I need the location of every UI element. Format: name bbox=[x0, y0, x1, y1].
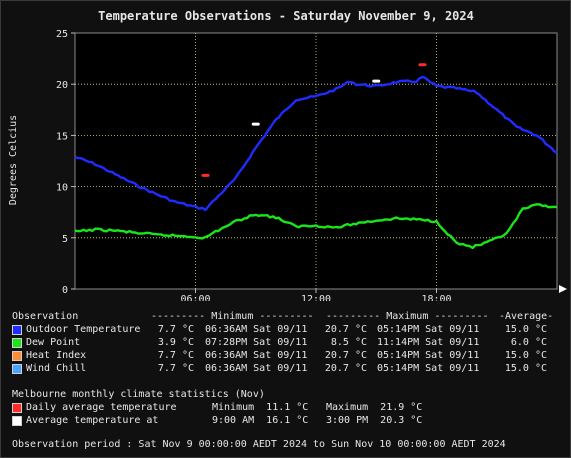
stat-min-value: 3.9 °C bbox=[157, 337, 194, 348]
legend-swatch bbox=[12, 338, 22, 348]
x-tick-label: 18:00 bbox=[421, 294, 451, 301]
header-observation: Observation bbox=[12, 311, 79, 322]
stat-max-value: 20.7 °C bbox=[324, 324, 367, 335]
climate-label: Daily average temperature bbox=[26, 402, 177, 413]
observation-period: Observation period : Sat Nov 9 00:00:00 … bbox=[12, 439, 506, 450]
temperature-chart: Temperature Observations - Saturday Nove… bbox=[8, 9, 567, 301]
y-axis-ticks: 0 5 10 15 20 25 bbox=[56, 29, 75, 296]
plot-area bbox=[74, 32, 558, 290]
legend-swatch bbox=[12, 325, 22, 335]
climate-markers bbox=[201, 63, 427, 177]
series-line-0 bbox=[74, 75, 558, 212]
climate-swatch bbox=[12, 403, 22, 413]
stat-label: Wind Chill bbox=[26, 363, 87, 374]
stat-average: 15.0 °C bbox=[504, 363, 547, 374]
legend-swatch bbox=[12, 364, 22, 374]
stat-label: Heat Index bbox=[26, 350, 87, 361]
climate-marker-3 bbox=[372, 79, 381, 83]
header-maximum: --------- Maximum --------- bbox=[326, 311, 489, 322]
legend-swatch bbox=[12, 351, 22, 361]
stat-min-time: 06:36AM Sat 09/11 bbox=[205, 324, 308, 335]
stat-average: 6.0 °C bbox=[510, 337, 547, 348]
chart-title: Temperature Observations - Saturday Nove… bbox=[98, 9, 474, 23]
stat-max-value: 8.5 °C bbox=[330, 337, 367, 348]
stats-row: Wind Chill 7.7 °C 06:36AM Sat 09/11 20.7 °C… bbox=[1, 362, 570, 375]
header-minimum: --------- Minimum --------- bbox=[151, 311, 314, 322]
stat-min-value: 7.7 °C bbox=[157, 324, 194, 335]
grid-lines bbox=[75, 33, 557, 289]
climate-minimum: 9:00 AM 16.1 °C bbox=[212, 415, 309, 426]
climate-stats: Melbourne monthly climate statistics (No… bbox=[1, 388, 570, 428]
climate-row: Daily average temperature Minimum 11.1 °C… bbox=[1, 401, 570, 414]
stat-min-value: 7.7 °C bbox=[157, 350, 194, 361]
y-tick-label: 20 bbox=[56, 80, 68, 91]
stats-header: Observation --------- Minimum --------- … bbox=[1, 310, 570, 323]
climate-marker-2 bbox=[251, 122, 260, 126]
stat-min-value: 7.7 °C bbox=[157, 363, 194, 374]
x-axis-arrow-icon bbox=[559, 285, 567, 293]
climate-row: Average temperature at 9:00 AM 16.1 °C 3:0… bbox=[1, 414, 570, 427]
stat-max-value: 20.7 °C bbox=[324, 363, 367, 374]
stats-row: Dew Point 3.9 °C 07:28PM Sat 09/11 8.5 °C 11… bbox=[1, 336, 570, 349]
stat-min-time: 07:28PM Sat 09/11 bbox=[205, 337, 308, 348]
stat-average: 15.0 °C bbox=[504, 350, 547, 361]
y-tick-label: 0 bbox=[62, 285, 68, 296]
header-average: -Average- bbox=[499, 311, 554, 322]
climate-maximum: 3:00 PM 20.3 °C bbox=[326, 415, 423, 426]
climate-maximum: Maximum 21.9 °C bbox=[326, 402, 423, 413]
x-axis-ticks: 06:00 12:00 18:00 bbox=[180, 289, 452, 301]
series-lines bbox=[74, 75, 558, 250]
stat-max-time: 05:14PM Sat 09/11 bbox=[377, 350, 480, 361]
y-tick-label: 25 bbox=[56, 29, 68, 40]
series-line-1 bbox=[74, 203, 558, 250]
climate-minimum: Minimum 11.1 °C bbox=[212, 402, 309, 413]
y-axis-label: Degrees Celcius bbox=[8, 115, 19, 205]
climate-label: Average temperature at bbox=[26, 415, 159, 426]
climate-marker-0 bbox=[201, 173, 210, 177]
climate-swatch bbox=[12, 416, 22, 426]
climate-marker-1 bbox=[418, 63, 427, 67]
stats-row: Outdoor Temperature 7.7 °C 06:36AM Sat 09/… bbox=[1, 323, 570, 336]
stat-max-time: 05:14PM Sat 09/11 bbox=[377, 363, 480, 374]
climate-title: Melbourne monthly climate statistics (No… bbox=[12, 389, 265, 400]
x-tick-label: 06:00 bbox=[180, 294, 210, 301]
stats-table: Observation --------- Minimum --------- … bbox=[1, 310, 570, 380]
y-tick-label: 15 bbox=[56, 131, 68, 142]
x-tick-label: 12:00 bbox=[301, 294, 331, 301]
stat-max-time: 05:14PM Sat 09/11 bbox=[377, 324, 480, 335]
stat-average: 15.0 °C bbox=[504, 324, 547, 335]
stats-row: Heat Index 7.7 °C 06:36AM Sat 09/11 20.7 °C… bbox=[1, 349, 570, 362]
stat-label: Outdoor Temperature bbox=[26, 324, 141, 335]
y-tick-label: 5 bbox=[62, 234, 68, 245]
y-tick-label: 10 bbox=[56, 183, 68, 194]
stat-label: Dew Point bbox=[26, 337, 81, 348]
stat-max-value: 20.7 °C bbox=[324, 350, 367, 361]
stat-min-time: 06:36AM Sat 09/11 bbox=[205, 350, 308, 361]
stat-max-time: 11:14PM Sat 09/11 bbox=[377, 337, 480, 348]
stat-min-time: 06:36AM Sat 09/11 bbox=[205, 363, 308, 374]
